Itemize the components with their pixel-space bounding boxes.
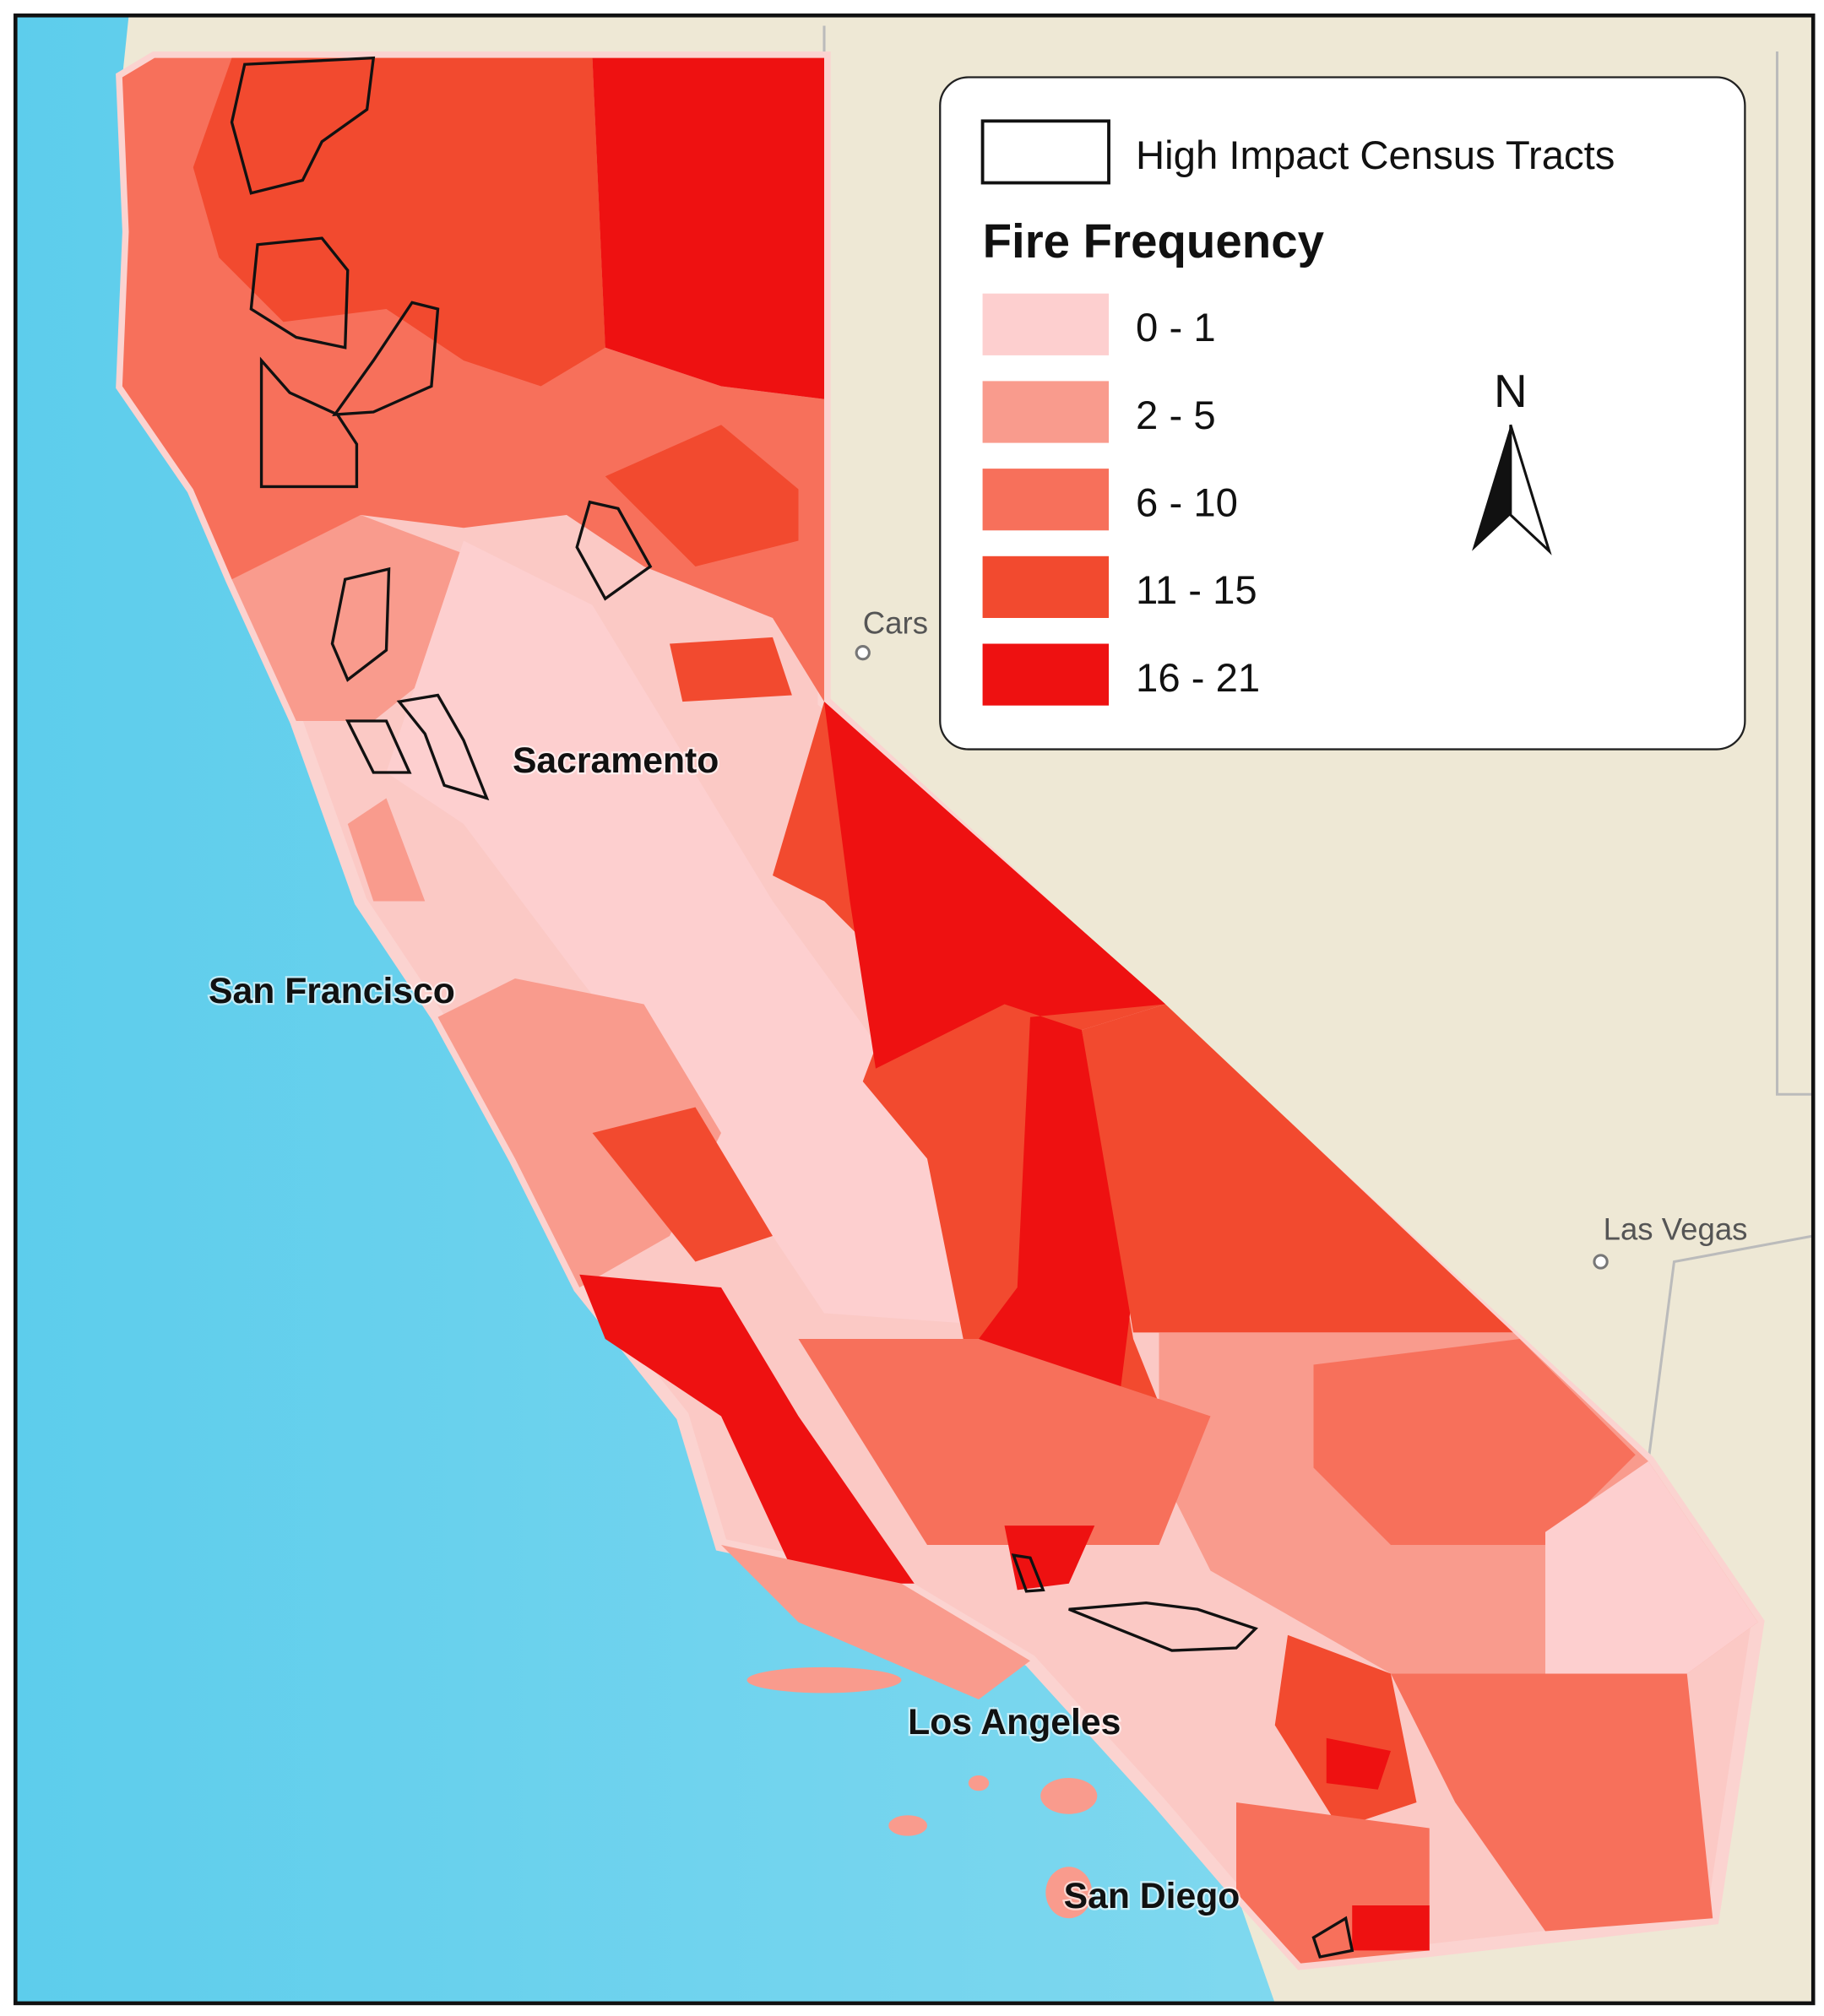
- fire-region: [259, 356, 359, 489]
- legend-label: 2 - 5: [1136, 393, 1216, 438]
- legend-label: 0 - 1: [1136, 306, 1216, 350]
- fire-region: [575, 500, 653, 601]
- legend-label: 6 - 10: [1136, 481, 1238, 526]
- fire-region: [1326, 1737, 1391, 1790]
- fire-region: [249, 236, 350, 350]
- legend-title: Fire Frequency: [983, 214, 1325, 268]
- city-label: San Diego: [1064, 1876, 1240, 1916]
- legend-swatch: [982, 381, 1110, 443]
- fire-regions: [122, 57, 1758, 1964]
- city-label: San Francisco: [209, 971, 455, 1011]
- fire-region: [193, 57, 605, 387]
- fire-region: [1040, 1778, 1098, 1814]
- fire-region: [1004, 1526, 1095, 1591]
- fire-region: [330, 566, 391, 682]
- fire-region: [605, 425, 799, 566]
- fire-region: [1045, 1867, 1093, 1919]
- fire-region: [1011, 1553, 1045, 1593]
- legend-label: High Impact Census Tracts: [1136, 133, 1615, 178]
- fire-region: [592, 57, 824, 399]
- legend-swatch: [982, 469, 1110, 531]
- fire-region: [1391, 1673, 1713, 1932]
- fire-region: [579, 1274, 915, 1584]
- high-impact-tracts: [230, 56, 1354, 1959]
- city-label: Los Angeles: [908, 1702, 1121, 1742]
- legend-swatch: [982, 643, 1110, 706]
- fire-region: [1068, 1601, 1258, 1652]
- fire-region: [332, 301, 440, 416]
- north-arrow: [1472, 425, 1511, 551]
- fire-region: [1313, 1339, 1636, 1545]
- frame: [14, 14, 1816, 2006]
- fire-region: [1082, 1004, 1513, 1333]
- fire-region: [386, 540, 1005, 1326]
- legend-label: 16 - 21: [1136, 656, 1260, 701]
- fire-region: [1311, 1916, 1354, 1959]
- legend-label: 11 - 15: [1136, 568, 1257, 613]
- legend-outline-swatch: [980, 119, 1110, 185]
- north-arrow: [1509, 424, 1552, 555]
- fire-region: [230, 56, 376, 195]
- fire-region: [824, 702, 1166, 1390]
- city-dot: [1593, 1254, 1609, 1270]
- fire-region: [345, 719, 412, 774]
- fire-region: [1352, 1905, 1430, 1951]
- fire-region: [396, 693, 490, 801]
- fire-region: [1545, 1461, 1758, 1674]
- fire-region: [968, 1775, 990, 1791]
- fire-region: [437, 978, 721, 1287]
- fire-region: [347, 798, 426, 902]
- north-label: N: [1494, 365, 1528, 417]
- basemap-label: Las Vegas: [1604, 1212, 1748, 1247]
- fire-region: [721, 1545, 1030, 1699]
- basemap-labels: Cars Las Vegas: [855, 605, 1748, 1270]
- city-dot: [855, 645, 871, 661]
- legend-swatch: [982, 555, 1110, 618]
- fire-region: [798, 1339, 1211, 1545]
- basemap-label: Cars: [863, 605, 928, 640]
- fire-region: [592, 1107, 773, 1262]
- fire-region: [746, 1666, 902, 1694]
- fire-region: [670, 637, 792, 702]
- legend: High Impact Census Tracts Fire Frequency…: [939, 76, 1746, 751]
- fire-region: [231, 515, 464, 721]
- islands: [746, 1666, 1098, 1919]
- legend-box: [939, 76, 1746, 751]
- fire-region: [888, 1815, 927, 1836]
- legend-swatch: [982, 293, 1110, 355]
- city-label: Sacramento: [513, 740, 719, 781]
